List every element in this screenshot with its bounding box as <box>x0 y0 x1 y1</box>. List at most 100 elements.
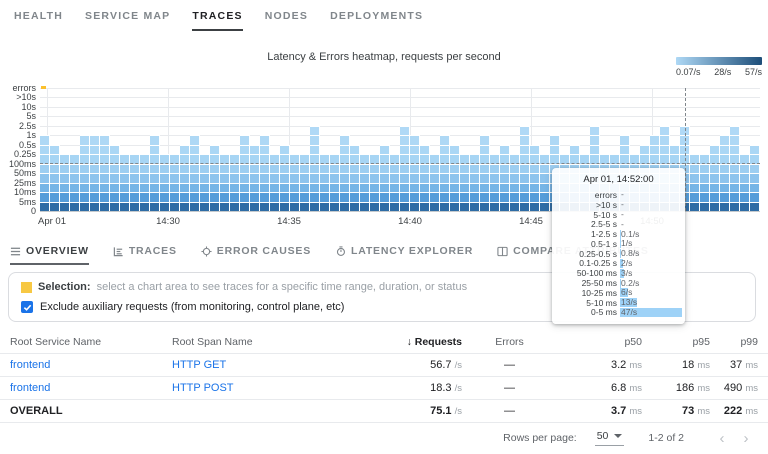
heatmap-cell[interactable] <box>400 135 410 145</box>
heatmap-cell[interactable] <box>520 125 530 136</box>
heatmap-cell[interactable] <box>540 173 550 183</box>
heatmap-cell[interactable] <box>450 163 460 174</box>
heatmap-cell[interactable] <box>200 201 210 211</box>
heatmap-cell[interactable] <box>400 192 410 202</box>
heatmap-cell[interactable] <box>650 144 660 155</box>
heatmap-cell[interactable] <box>160 182 170 193</box>
top-tab-health[interactable]: HEALTH <box>14 10 64 22</box>
heatmap-cell[interactable] <box>380 144 390 155</box>
heatmap-column[interactable] <box>240 135 250 211</box>
heatmap-cell[interactable] <box>40 201 50 211</box>
heatmap-column[interactable] <box>70 154 80 211</box>
heatmap-cell[interactable] <box>660 125 670 136</box>
heatmap-cell[interactable] <box>570 154 580 164</box>
heatmap-cell[interactable] <box>50 154 60 164</box>
heatmap-cell[interactable] <box>390 163 400 174</box>
heatmap-cell[interactable] <box>240 182 250 193</box>
heatmap-cell[interactable] <box>110 192 120 202</box>
heatmap-cell[interactable] <box>270 163 280 174</box>
heatmap-cell[interactable] <box>240 192 250 202</box>
heatmap-cell[interactable] <box>150 173 160 183</box>
heatmap-cell[interactable] <box>620 154 630 164</box>
heatmap-cell[interactable] <box>60 201 70 211</box>
heatmap-cell[interactable] <box>640 144 650 155</box>
service-link[interactable]: frontend <box>10 359 51 371</box>
heatmap-cell[interactable] <box>750 182 760 193</box>
heatmap-cell[interactable] <box>170 173 180 183</box>
heatmap-cell[interactable] <box>70 154 80 164</box>
heatmap-cell[interactable] <box>710 182 720 193</box>
column-header-p50[interactable]: p50 <box>624 335 642 348</box>
heatmap-cell[interactable] <box>510 182 520 193</box>
heatmap-cell[interactable] <box>350 173 360 183</box>
heatmap-column[interactable] <box>730 125 740 211</box>
heatmap-column[interactable] <box>210 144 220 211</box>
heatmap-cell[interactable] <box>290 182 300 193</box>
heatmap-cell[interactable] <box>720 135 730 145</box>
heatmap-cell[interactable] <box>70 163 80 174</box>
heatmap-cell[interactable] <box>730 201 740 211</box>
heatmap-cell[interactable] <box>440 135 450 145</box>
heatmap-cell[interactable] <box>430 173 440 183</box>
heatmap-cell[interactable] <box>590 135 600 145</box>
heatmap-column[interactable] <box>40 135 50 211</box>
heatmap-cell[interactable] <box>420 173 430 183</box>
heatmap-cell[interactable] <box>230 192 240 202</box>
heatmap-cell[interactable] <box>290 192 300 202</box>
heatmap-column[interactable] <box>230 154 240 211</box>
heatmap-cell[interactable] <box>130 163 140 174</box>
heatmap-cell[interactable] <box>80 163 90 174</box>
heatmap-cell[interactable] <box>310 163 320 174</box>
exclude-auxiliary-checkbox[interactable] <box>21 301 33 313</box>
heatmap-cell[interactable] <box>190 182 200 193</box>
heatmap-cell[interactable] <box>460 154 470 164</box>
heatmap-cell[interactable] <box>750 173 760 183</box>
heatmap-column[interactable] <box>110 144 120 211</box>
heatmap-cell[interactable] <box>100 201 110 211</box>
heatmap-cell[interactable] <box>590 125 600 136</box>
heatmap-column[interactable] <box>530 144 540 211</box>
heatmap-cell[interactable] <box>690 154 700 164</box>
heatmap-cell[interactable] <box>60 182 70 193</box>
service-link[interactable]: frontend <box>10 382 51 394</box>
heatmap-cell[interactable] <box>370 154 380 164</box>
heatmap-cell[interactable] <box>150 201 160 211</box>
heatmap-cell[interactable] <box>40 182 50 193</box>
heatmap-column[interactable] <box>690 154 700 211</box>
heatmap-cell[interactable] <box>720 173 730 183</box>
sub-tab-traces[interactable]: TRACES <box>113 245 177 265</box>
heatmap-cell[interactable] <box>220 201 230 211</box>
heatmap-cell[interactable] <box>350 182 360 193</box>
heatmap-column[interactable] <box>90 135 100 211</box>
heatmap-cell[interactable] <box>70 192 80 202</box>
heatmap-cell[interactable] <box>210 192 220 202</box>
heatmap-cell[interactable] <box>300 154 310 164</box>
heatmap-cell[interactable] <box>260 201 270 211</box>
heatmap-cell[interactable] <box>530 163 540 174</box>
heatmap-cell[interactable] <box>50 144 60 155</box>
heatmap-cell[interactable] <box>210 163 220 174</box>
heatmap-cell[interactable] <box>150 154 160 164</box>
heatmap-cell[interactable] <box>110 201 120 211</box>
heatmap-cell[interactable] <box>40 192 50 202</box>
heatmap-cell[interactable] <box>160 201 170 211</box>
heatmap-cell[interactable] <box>270 173 280 183</box>
heatmap-column[interactable] <box>160 154 170 211</box>
heatmap-cell[interactable] <box>730 163 740 174</box>
heatmap-column[interactable] <box>120 154 130 211</box>
heatmap-cell[interactable] <box>740 154 750 164</box>
heatmap-column[interactable] <box>190 135 200 211</box>
heatmap-column[interactable] <box>520 125 530 211</box>
heatmap-cell[interactable] <box>240 154 250 164</box>
heatmap-cell[interactable] <box>410 144 420 155</box>
heatmap-cell[interactable] <box>230 154 240 164</box>
heatmap-cell[interactable] <box>80 154 90 164</box>
heatmap-cell[interactable] <box>100 144 110 155</box>
heatmap-cell[interactable] <box>520 135 530 145</box>
heatmap-cell[interactable] <box>340 144 350 155</box>
heatmap-cell[interactable] <box>530 201 540 211</box>
heatmap-cell[interactable] <box>700 163 710 174</box>
heatmap-cell[interactable] <box>320 154 330 164</box>
heatmap-cell[interactable] <box>260 192 270 202</box>
heatmap-column[interactable] <box>470 154 480 211</box>
